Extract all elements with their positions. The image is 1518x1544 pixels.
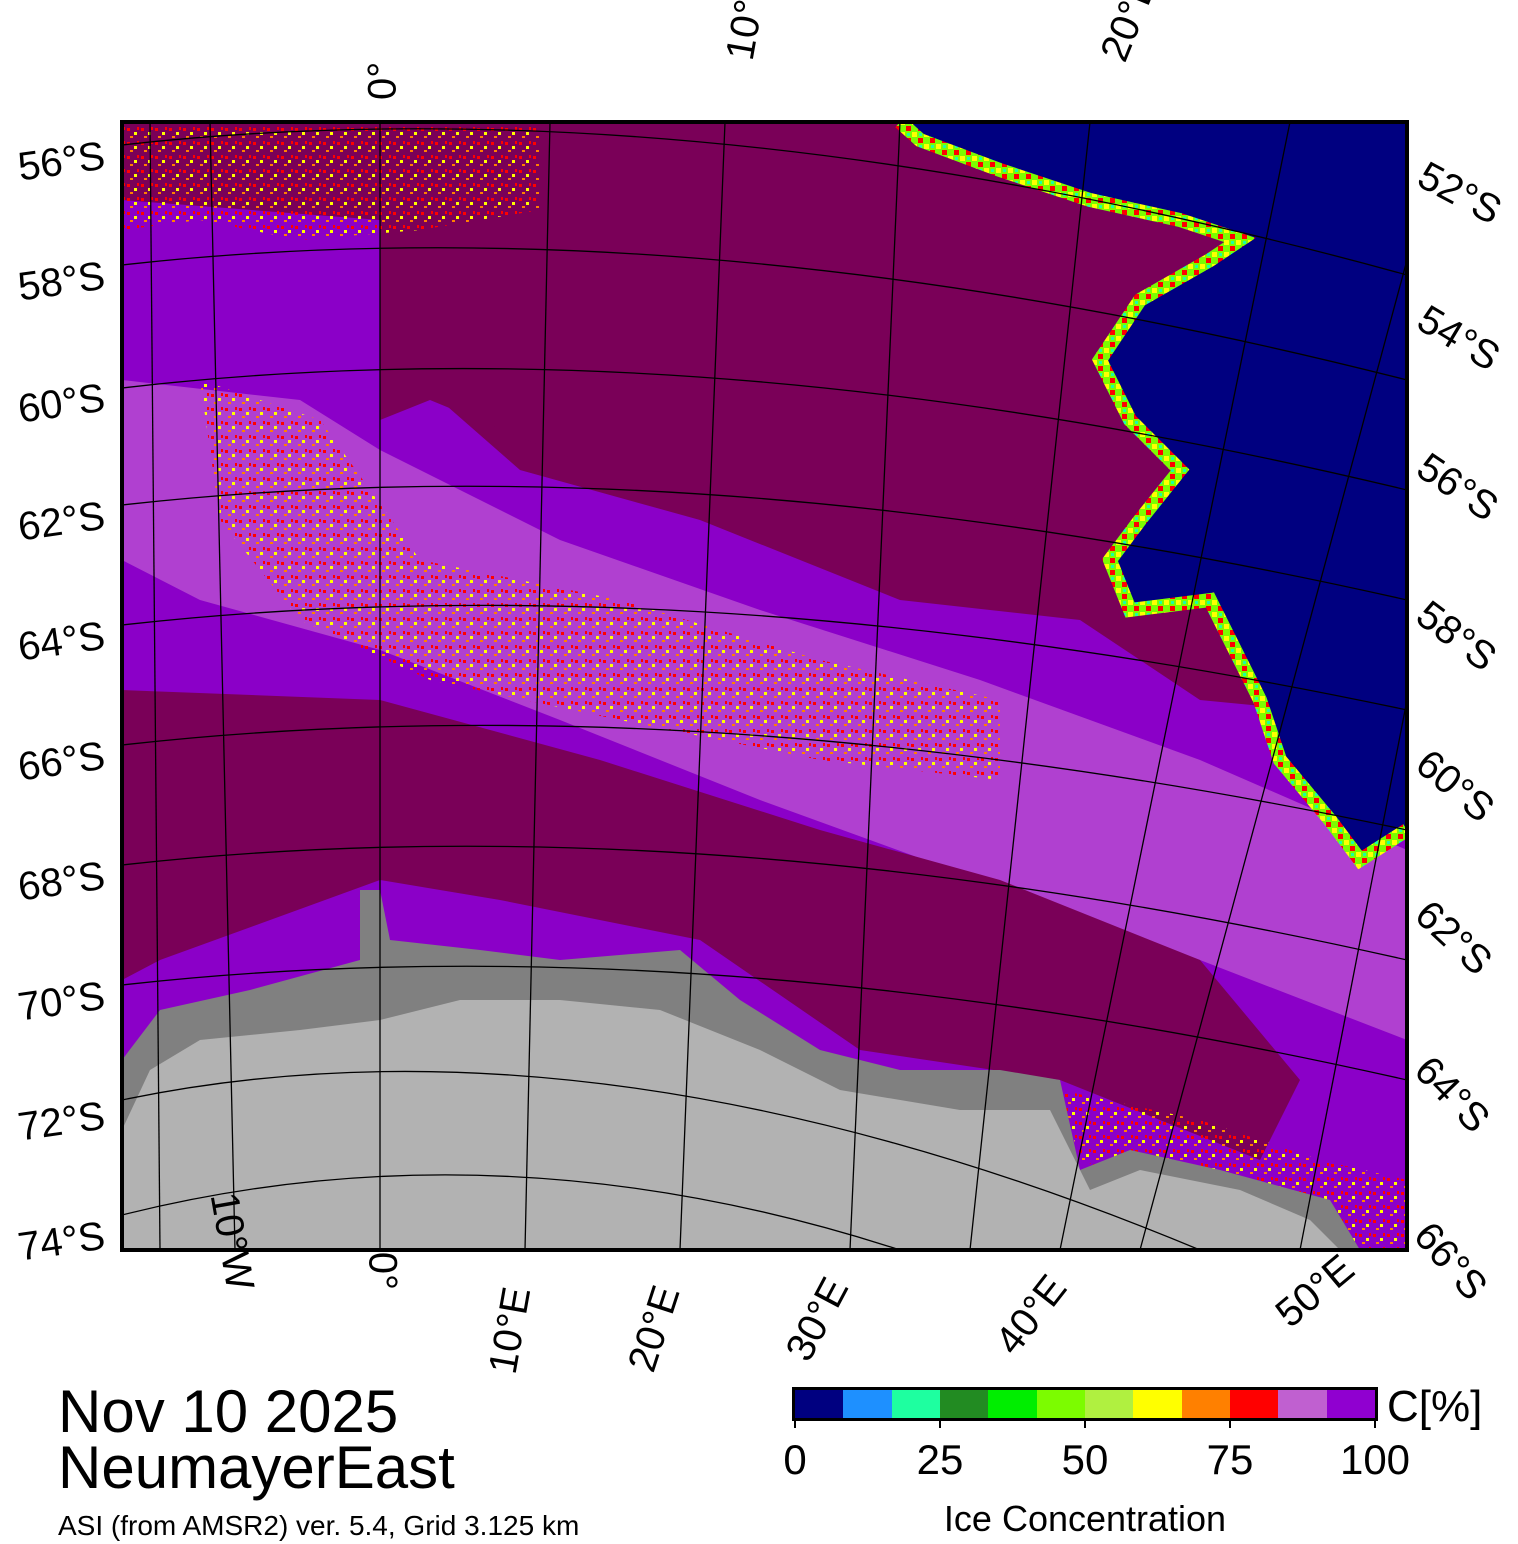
lat-right-label-4: 60°S bbox=[1407, 741, 1502, 831]
colorbar-segment bbox=[1278, 1390, 1327, 1418]
colorbar-segment bbox=[795, 1390, 844, 1418]
ice-100-band-south bbox=[122, 690, 1300, 1160]
colorbar-label: Ice Concentration bbox=[943, 1498, 1227, 1539]
open-ocean bbox=[900, 122, 1407, 860]
lat-left-label-5: 66°S bbox=[15, 734, 107, 790]
lon-bottom-label-3: 20°E bbox=[620, 1280, 689, 1377]
ice-100-patch bbox=[380, 125, 1100, 540]
product-description: ASI (from AMSR2) ver. 5.4, Grid 3.125 km bbox=[58, 1510, 580, 1541]
lon-top-label-1: 10°E bbox=[718, 0, 776, 63]
colorbar-tick-label: 50 bbox=[1061, 1436, 1109, 1483]
colorbar-tick-mark bbox=[939, 1418, 941, 1428]
map-date: Nov 10 2025 bbox=[58, 1378, 399, 1445]
map-area bbox=[122, 122, 1407, 1250]
sea-ice-map: 56°S 58°S 60°S 62°S 64°S 66°S 68°S 70°S 72°S 74°S… bbox=[15, 0, 1508, 1377]
lat-left-label-3: 62°S bbox=[15, 494, 107, 550]
colorbar-segment bbox=[1229, 1390, 1279, 1418]
lat-left-label-6: 68°S bbox=[15, 854, 107, 910]
lat-right-label-2: 56°S bbox=[1409, 445, 1506, 530]
lat-right-label-1: 54°S bbox=[1410, 297, 1507, 380]
lat-right-label-5: 62°S bbox=[1407, 892, 1501, 984]
lon-top-label-0: 0° bbox=[361, 62, 405, 100]
colorbar-tick-label: 0 bbox=[783, 1436, 807, 1483]
lon-bottom-label-1: 0° bbox=[360, 1252, 404, 1290]
lon-bottom-label-4: 30°E bbox=[777, 1271, 857, 1369]
lat-left-label-1: 58°S bbox=[15, 254, 107, 310]
lon-bottom-label-2: 10°E bbox=[481, 1284, 539, 1377]
colorbar-segment bbox=[1133, 1390, 1182, 1418]
colorbar-tick-label: 75 bbox=[1206, 1436, 1254, 1483]
lat-left-label-7: 70°S bbox=[15, 974, 107, 1030]
colorbar-segment bbox=[1036, 1390, 1085, 1418]
colorbar-segment bbox=[1181, 1390, 1230, 1418]
colorbar-legend: C[%] 0 25 50 75 100 Ice Concentration bbox=[783, 1382, 1495, 1540]
region-name: NeumayerEast bbox=[58, 1434, 455, 1501]
lat-right-label-0: 52°S bbox=[1411, 153, 1509, 233]
ice-edge-northwest bbox=[122, 125, 540, 240]
colorbar-segment bbox=[891, 1390, 940, 1418]
lat-left-label-8: 72°S bbox=[15, 1094, 107, 1150]
longitude-labels-top: 0° 10°E 20°E bbox=[361, 0, 1166, 100]
sea-ice-edge bbox=[895, 122, 1407, 870]
lat-right-label-7: 66°S bbox=[1405, 1214, 1495, 1309]
colorbar-tick-mark bbox=[1229, 1418, 1231, 1428]
marginal-ice-zone bbox=[200, 380, 1000, 780]
colorbar-tick-label: 25 bbox=[916, 1436, 964, 1483]
latitude-labels-left: 56°S 58°S 60°S 62°S 64°S 66°S 68°S 70°S 72°S 74°S bbox=[15, 134, 107, 1270]
lon-bottom-label-5: 40°E bbox=[987, 1267, 1075, 1363]
graticule bbox=[122, 122, 1407, 1250]
lon-bottom-label-6: 50°E bbox=[1268, 1246, 1363, 1336]
colorbar-segment bbox=[1084, 1390, 1134, 1418]
colorbar-tick-mark bbox=[794, 1418, 796, 1428]
lat-left-label-2: 60°S bbox=[15, 376, 107, 432]
colorbar-segment bbox=[988, 1390, 1037, 1418]
colorbar-tick-label: 100 bbox=[1339, 1436, 1411, 1483]
colorbar-tick-mark bbox=[1374, 1418, 1376, 1428]
lat-right-label-3: 58°S bbox=[1408, 592, 1504, 680]
lat-left-label-4: 64°S bbox=[15, 614, 107, 670]
colorbar-unit: C[%] bbox=[1387, 1382, 1483, 1431]
lat-left-label-0: 56°S bbox=[15, 134, 107, 190]
lat-left-label-9: 74°S bbox=[15, 1214, 107, 1270]
colorbar-segment bbox=[843, 1390, 892, 1418]
map-frame bbox=[120, 120, 1409, 1252]
colorbar bbox=[792, 1387, 1378, 1421]
colorbar-segment bbox=[939, 1390, 989, 1418]
colorbar-segment bbox=[1326, 1390, 1375, 1418]
lat-right-label-6: 64°S bbox=[1406, 1048, 1498, 1141]
lon-top-label-2: 20°E bbox=[1092, 0, 1165, 67]
colorbar-tick-mark bbox=[1084, 1418, 1086, 1428]
latitude-labels-right: 52°S 54°S 56°S 58°S 60°S 62°S 64°S 66°S bbox=[1405, 153, 1508, 1308]
